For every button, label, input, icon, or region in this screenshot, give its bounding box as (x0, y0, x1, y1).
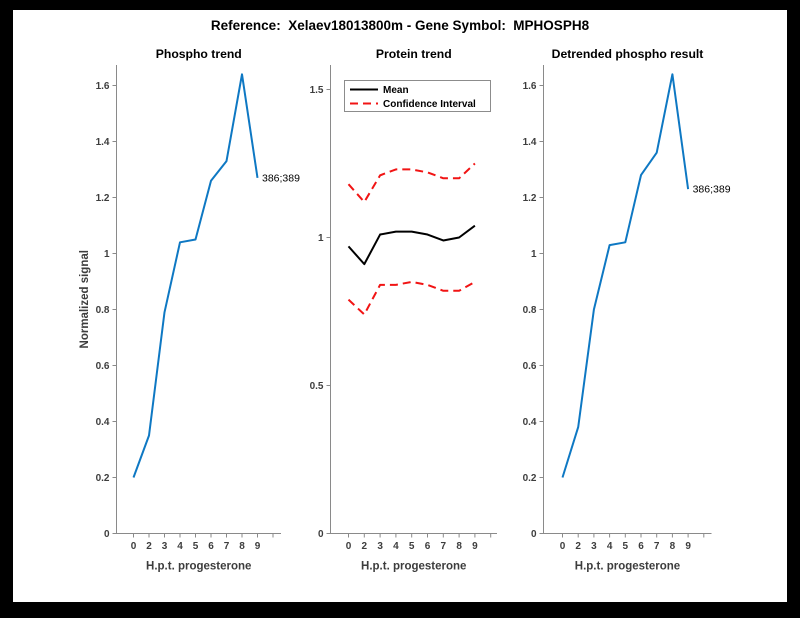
y-tick-label: 0 (104, 529, 110, 540)
subplot-title: Detrended phospho result (552, 47, 704, 61)
y-tick-label: 1 (531, 249, 537, 260)
detrended-phospho-signal-line (561, 73, 690, 478)
x-tick-label: 4 (393, 541, 399, 552)
y-tick-label: 0.6 (96, 361, 110, 372)
y-tick-label: 0.5 (310, 381, 324, 392)
legend: Mean Confidence Interval (344, 80, 491, 112)
subplot-phospho-trend: 00.20.40.60.811.21.41.60 2 3 4 5 6 7 8 9Phospho … (79, 47, 300, 573)
x-tick-label: 8 (670, 541, 676, 552)
confidence-interval-lower-line (347, 280, 476, 316)
x-tick-label: 5 (193, 541, 199, 552)
y-tick-label: 0.4 (523, 417, 537, 428)
x-tick-label: 4 (177, 541, 183, 552)
confidence-interval-upper-line (347, 162, 476, 203)
y-tick-label: 1.6 (96, 81, 110, 92)
x-tick-label: 5 (623, 541, 629, 552)
y-tick-label: 0.4 (96, 417, 110, 428)
x-tick-label: 3 (591, 541, 597, 552)
x-tick-label: 4 (607, 541, 613, 552)
phospho-signal-line (132, 73, 259, 478)
x-tick-label: 6 (638, 541, 644, 552)
figure-title: Reference: Xelaev18013800m - Gene Symbol… (211, 18, 590, 33)
x-tick-label: 7 (654, 541, 660, 552)
x-tick-label: 7 (441, 541, 447, 552)
y-tick-label: 0 (531, 529, 537, 540)
x-tick-label: 2 (362, 541, 368, 552)
x-tick-label: 0 (131, 541, 137, 552)
x-tick-label: 0 (346, 541, 352, 552)
y-tick-label: 1 (104, 249, 110, 260)
x-tick-label: 9 (472, 541, 478, 552)
x-tick-label: 2 (575, 541, 581, 552)
x-tick-label: 6 (425, 541, 431, 552)
x-tick-label: 3 (162, 541, 168, 552)
x-axis-label: H.p.t. progesterone (575, 561, 680, 573)
y-tick-label: 0.8 (96, 305, 110, 316)
mean-line (347, 224, 476, 266)
legend-mean-label: Mean (383, 85, 409, 96)
subplot-detrended-phospho-result: 00.20.40.60.811.21.41.60 2 3 4 5 6 7 8 9Detrende… (523, 47, 731, 573)
subplots-group: 00.20.40.60.811.21.41.60 2 3 4 5 6 7 8 9Phospho … (79, 47, 731, 573)
x-axis-label: H.p.t. progesterone (361, 561, 466, 573)
x-tick-label: 2 (146, 541, 152, 552)
subplot-title: Phospho trend (156, 47, 242, 61)
y-tick-label: 1.4 (523, 137, 537, 148)
phospho-site-annotation: 386;389 (693, 184, 731, 196)
x-tick-label: 8 (239, 541, 245, 552)
y-tick-label: 0.2 (96, 473, 110, 484)
y-axis-label: Normalized signal (79, 250, 91, 348)
y-tick-label: 0.8 (523, 305, 537, 316)
y-tick-label: 0 (318, 529, 324, 540)
legend-box (344, 80, 491, 112)
legend-confidence-interval-label: Confidence Interval (383, 99, 476, 110)
y-tick-label: 0.2 (523, 473, 537, 484)
y-tick-label: 0.6 (523, 361, 537, 372)
y-tick-label: 1.6 (523, 81, 537, 92)
x-tick-label: 0 (560, 541, 566, 552)
x-tick-label: 6 (208, 541, 214, 552)
x-tick-label: 9 (685, 541, 691, 552)
y-tick-label: 1.2 (523, 193, 537, 204)
phospho-site-annotation: 386;389 (262, 172, 300, 184)
x-tick-label: 9 (255, 541, 261, 552)
subplot-title: Protein trend (376, 47, 452, 61)
y-tick-label: 1.5 (310, 85, 324, 96)
y-tick-label: 1.2 (96, 193, 110, 204)
y-tick-label: 1 (318, 233, 324, 244)
x-tick-label: 5 (409, 541, 415, 552)
x-tick-label: 3 (377, 541, 383, 552)
x-tick-label: 8 (456, 541, 462, 552)
x-tick-label: 7 (224, 541, 230, 552)
x-axis-label: H.p.t. progesterone (146, 561, 251, 573)
y-tick-label: 1.4 (96, 137, 110, 148)
